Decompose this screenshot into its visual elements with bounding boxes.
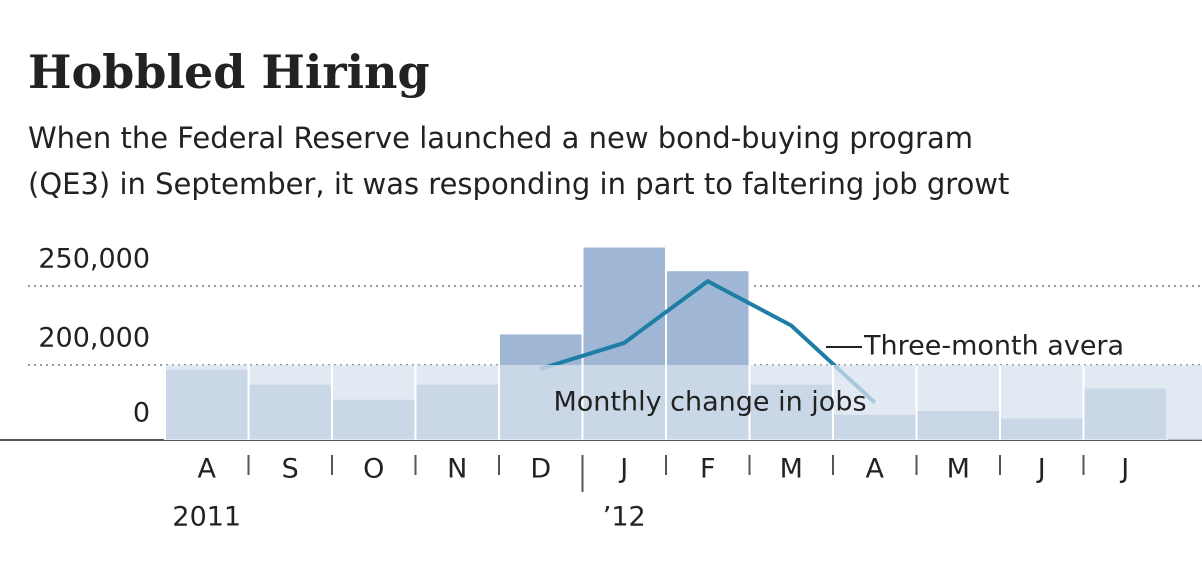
series-label: Monthly change in jobs	[553, 387, 866, 418]
year-label: 2011	[172, 502, 241, 533]
year-label: ’12	[603, 502, 646, 533]
subtitle-line: When the Federal Reserve launched a new …	[28, 121, 973, 155]
x-tick-label: A	[866, 454, 885, 485]
subtitle-line: (QE3) in September, it was responding in…	[28, 167, 1009, 201]
y-tick-label: 0	[133, 398, 150, 429]
y-tick-label: 200,000	[38, 323, 150, 354]
series-label: Three-month avera	[863, 331, 1124, 362]
chart-title: Hobbled Hiring	[28, 45, 430, 99]
x-tick-label: S	[282, 454, 299, 485]
x-tick-label: M	[947, 454, 970, 485]
x-tick-label: J	[1036, 454, 1046, 485]
band-overlay	[165, 365, 1202, 440]
x-tick-label: M	[780, 454, 803, 485]
x-tick-label: D	[530, 454, 551, 485]
x-tick-label: A	[198, 454, 217, 485]
x-tick-label: N	[447, 454, 467, 485]
x-tick-label: F	[700, 454, 716, 485]
plot: 0 200,000 250,000 Monthly change in jobs Thr…	[0, 244, 1202, 533]
y-tick-label: 250,000	[38, 244, 150, 275]
x-tick-label: J	[618, 454, 628, 485]
average-line	[540, 278, 877, 404]
x-tick-label: O	[363, 454, 384, 485]
x-tick-label: J	[1119, 454, 1129, 485]
